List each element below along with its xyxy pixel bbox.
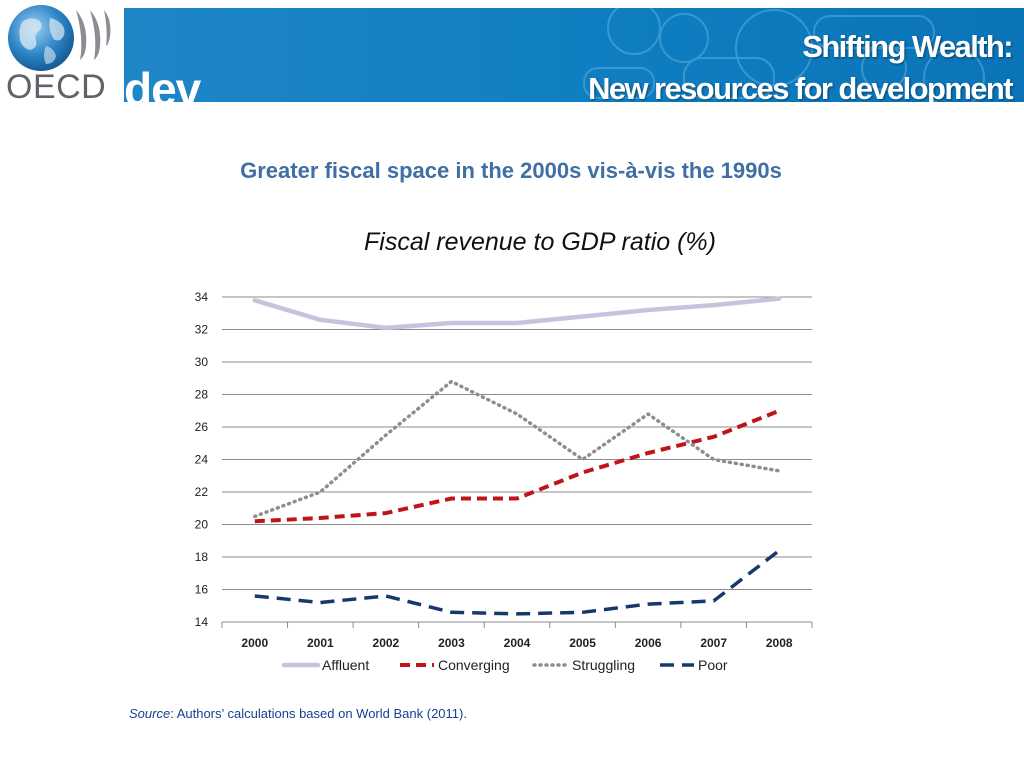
legend-label-poor: Poor: [698, 657, 728, 673]
x-tick-label: 2005: [569, 636, 596, 650]
x-tick-label: 2008: [766, 636, 793, 650]
y-tick-label: 24: [195, 453, 209, 467]
source-label: Source: [129, 706, 171, 721]
slide-subtitle: Greater fiscal space in the 2000s vis-à-…: [0, 158, 1024, 184]
title-line-2: New resources for development: [588, 71, 1014, 102]
x-tick-label: 2006: [635, 636, 662, 650]
series-line-poor: [254, 549, 781, 616]
y-tick-label: 30: [195, 355, 209, 369]
y-tick-label: 20: [195, 518, 209, 532]
y-tick-label: 22: [195, 485, 209, 499]
y-tick-label: 34: [195, 290, 209, 304]
y-tick-label: 14: [195, 615, 209, 629]
x-tick-label: 2003: [438, 636, 465, 650]
y-tick-label: 26: [195, 420, 209, 434]
legend-label-struggling: Struggling: [572, 657, 635, 673]
oecd-logo-text: OECD: [6, 68, 107, 106]
subtitle-text: Greater fiscal space in the 2000s vis-à-…: [240, 158, 782, 183]
presentation-title: Shifting Wealth: New resources for devel…: [588, 26, 1014, 102]
x-tick-label: 2000: [241, 636, 268, 650]
y-tick-label: 18: [195, 550, 209, 564]
banner-decoration: [583, 8, 985, 102]
y-tick-label: 16: [195, 583, 209, 597]
globe-icon: [8, 5, 111, 71]
dev-logo-text: dev: [124, 63, 201, 102]
x-tick-label: 2002: [373, 636, 400, 650]
x-tick-label: 2004: [504, 636, 531, 650]
series-line-converging: [254, 408, 780, 524]
x-tick-label: 2001: [307, 636, 334, 650]
series-line-struggling: [253, 379, 781, 519]
series-line-affluent: [252, 296, 782, 331]
legend-label-affluent: Affluent: [322, 657, 369, 673]
header-banner: OECD dev Shifting Wealth: New resources …: [0, 0, 1024, 104]
title-line-1: Shifting Wealth:: [802, 29, 1013, 64]
chart-title: Fiscal revenue to GDP ratio (%): [364, 228, 716, 256]
x-tick-label: 2007: [700, 636, 727, 650]
source-text: : Authors’ calculations based on World B…: [170, 706, 467, 721]
legend-label-converging: Converging: [438, 657, 510, 673]
y-tick-label: 28: [195, 388, 209, 402]
banner-bar: dev Shifting Wealth: New resources for d…: [124, 8, 1024, 102]
source-note: Source: Authors’ calculations based on W…: [129, 706, 467, 721]
y-tick-label: 32: [195, 323, 209, 337]
oecd-logo: OECD: [0, 0, 124, 104]
